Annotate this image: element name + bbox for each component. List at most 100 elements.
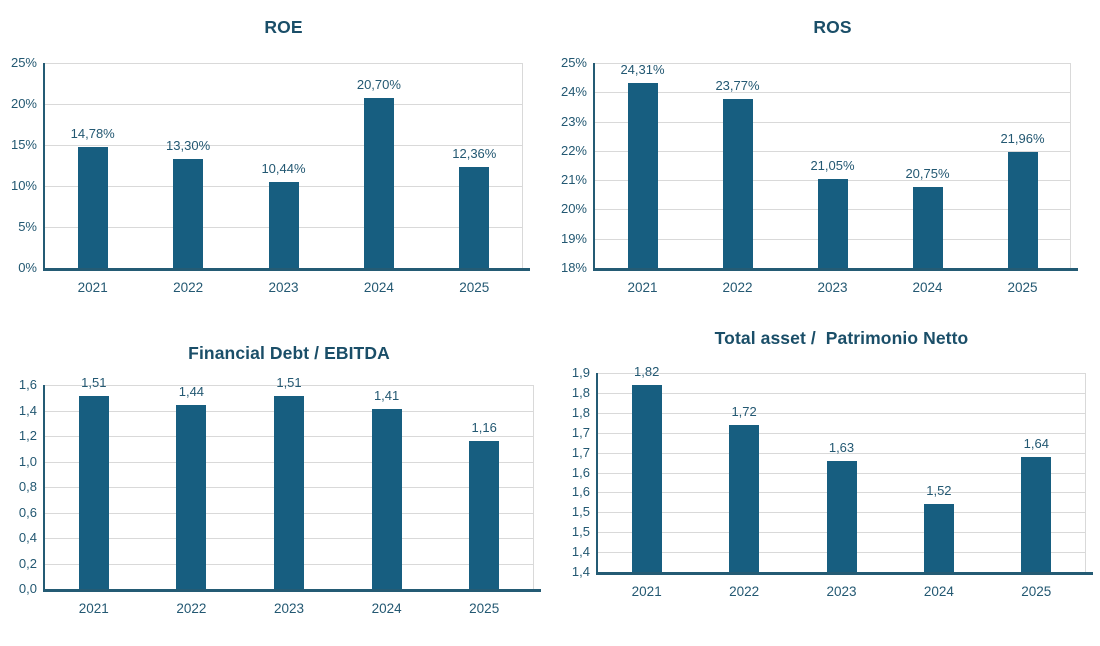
- y-axis-tick-label: 25%: [10, 55, 37, 70]
- plot-area-right-border: [1070, 63, 1071, 268]
- y-axis-tick-label: 19%: [560, 231, 587, 246]
- bar: [628, 83, 658, 268]
- bar-value-label: 1,82: [634, 364, 660, 379]
- x-axis-line: [43, 268, 530, 271]
- bar-value-label: 1,63: [828, 440, 855, 455]
- bar-value-label: 21,05%: [810, 158, 855, 173]
- y-axis-tick-label: 1,0: [18, 454, 37, 469]
- gridline: [595, 151, 1070, 152]
- gridline: [595, 63, 1070, 64]
- bar: [1021, 457, 1051, 572]
- x-category-label: 2022: [729, 584, 760, 599]
- bar: [173, 159, 203, 268]
- gridline: [45, 145, 522, 146]
- y-axis-tick-label: 1,9: [571, 365, 590, 380]
- x-category-label: 2022: [173, 280, 204, 295]
- gridline: [45, 63, 522, 64]
- bar: [78, 147, 108, 268]
- gridline: [595, 92, 1070, 93]
- y-axis-tick-label: 22%: [560, 143, 587, 158]
- bar-value-label: 12,36%: [452, 146, 497, 161]
- bar-value-label: 23,77%: [715, 78, 760, 93]
- x-category-label: 2023: [817, 280, 848, 295]
- y-axis-tick-label: 1,4: [18, 403, 37, 418]
- y-axis-line: [43, 63, 45, 268]
- x-category-label: 2023: [273, 601, 305, 616]
- y-axis-tick-label: 0,4: [18, 530, 37, 545]
- bar: [632, 385, 662, 572]
- y-axis-tick-label: 20%: [10, 96, 37, 111]
- x-category-label: 2021: [627, 280, 658, 295]
- bar: [364, 98, 394, 268]
- x-category-label: 2021: [77, 280, 108, 295]
- x-category-label: 2025: [1021, 584, 1052, 599]
- y-axis-tick-label: 1,8: [571, 385, 590, 400]
- bar: [372, 409, 402, 589]
- bar-value-label: 20,70%: [356, 77, 401, 92]
- y-axis-line: [596, 373, 598, 572]
- y-axis-tick-label: 0,8: [18, 479, 37, 494]
- y-axis-tick-label: 15%: [10, 137, 37, 152]
- bar: [459, 167, 489, 268]
- bar: [913, 187, 943, 268]
- bar: [469, 441, 499, 589]
- y-axis-tick-label: 1,4: [571, 564, 590, 579]
- gridline: [598, 413, 1085, 414]
- bar-value-label: 20,75%: [905, 166, 950, 181]
- bar-value-label: 14,78%: [70, 126, 115, 141]
- bar-value-label: 1,64: [1023, 436, 1049, 451]
- y-axis-tick-label: 21%: [560, 172, 587, 187]
- chart-total-asset-patrimonio-netto: Total asset / Patrimonio Netto 1,9 1,8 1,8…: [550, 323, 1100, 646]
- bar: [723, 99, 753, 268]
- x-category-label: 2025: [459, 280, 490, 295]
- plot-area-right-border: [522, 63, 523, 268]
- gridline: [598, 433, 1085, 434]
- bar-value-label: 21,96%: [1000, 131, 1045, 146]
- plot-area-right-border: [533, 385, 534, 589]
- y-axis-tick-label: 1,4: [571, 544, 590, 559]
- x-category-label: 2025: [1007, 280, 1038, 295]
- gridline: [598, 373, 1085, 374]
- bar: [176, 405, 206, 589]
- chart-financial-debt-ebitda: Financial Debt / EBITDA 1,6 1,4 1,2 1,0 0,8 0…: [0, 323, 550, 646]
- bar-value-label: 10,44%: [261, 161, 306, 176]
- y-axis-tick-label: 1,7: [571, 425, 590, 440]
- y-axis-line: [43, 385, 45, 589]
- x-category-label: 2022: [722, 280, 753, 295]
- x-category-label: 2021: [78, 601, 109, 616]
- chart-ros: ROS 25% 24% 23% 22% 21% 20% 19% 18% 24,31% 2021 23…: [550, 0, 1100, 323]
- gridline: [598, 453, 1085, 454]
- bar-value-label: 1,52: [926, 483, 952, 498]
- bar-value-label: 24,31%: [620, 62, 665, 77]
- bar: [269, 182, 299, 268]
- x-category-label: 2023: [826, 584, 857, 599]
- y-axis-tick-label: 1,2: [18, 428, 37, 443]
- y-axis-tick-label: 5%: [18, 219, 37, 234]
- x-category-label: 2024: [363, 280, 394, 295]
- x-category-label: 2022: [176, 601, 207, 616]
- y-axis-tick-label: 20%: [560, 201, 587, 216]
- y-axis-tick-label: 23%: [560, 114, 587, 129]
- y-axis-tick-label: 1,6: [18, 377, 37, 392]
- x-category-label: 2024: [912, 280, 943, 295]
- bar-value-label: 1,51: [276, 375, 302, 390]
- y-axis-tick-label: 0%: [18, 260, 37, 275]
- x-category-label: 2023: [268, 280, 299, 295]
- x-category-label: 2024: [923, 584, 954, 599]
- bar: [729, 425, 759, 572]
- gridline: [595, 122, 1070, 123]
- y-axis-tick-label: 1,5: [571, 524, 590, 539]
- y-axis-tick-label: 10%: [10, 178, 37, 193]
- y-axis-tick-label: 1,8: [571, 405, 590, 420]
- chart-roe: ROE 25% 20% 15% 10% 5% 0% 14,78% 2021 13,30% 2022…: [0, 0, 550, 323]
- bar: [1008, 152, 1038, 268]
- x-axis-line: [596, 572, 1093, 575]
- gridline: [45, 104, 522, 105]
- gridline: [45, 385, 533, 386]
- chart-title: Financial Debt / EBITDA: [188, 343, 390, 363]
- bar: [818, 179, 848, 268]
- x-axis-line: [43, 589, 541, 592]
- bar: [827, 461, 857, 572]
- y-axis-tick-label: 1,6: [571, 484, 590, 499]
